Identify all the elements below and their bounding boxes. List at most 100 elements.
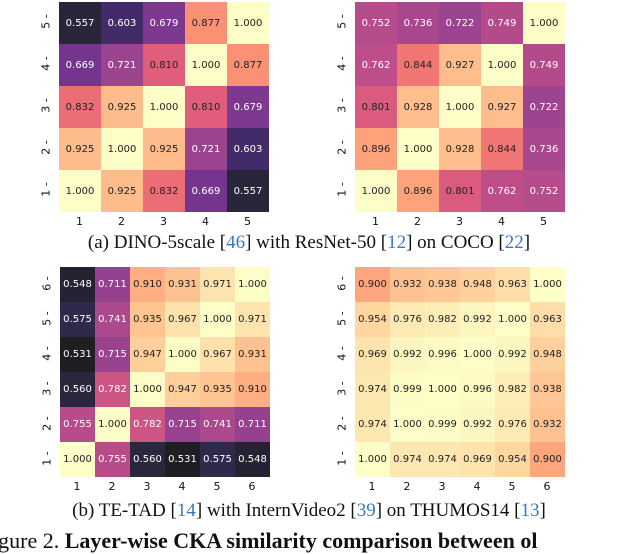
heatmap-cell: 0.810: [143, 44, 185, 86]
heatmap-cell: 0.715: [165, 407, 200, 442]
y-tick-label: 1 -: [39, 182, 53, 197]
heatmap-cell: 1.000: [101, 128, 143, 170]
heatmap-cell: 1.000: [165, 337, 200, 372]
heatmap-cell: 0.948: [530, 337, 565, 372]
heatmap-cell: 0.669: [59, 44, 101, 86]
heatmap-cell: 0.938: [530, 372, 565, 407]
heatmap-cell: 0.741: [200, 407, 235, 442]
heatmap-cell: 1.000: [130, 372, 165, 407]
y-tick-label: 2 -: [40, 415, 54, 431]
caption-text: ] on THUMOS14 [: [375, 500, 521, 521]
heatmap-cell: 0.947: [130, 337, 165, 372]
heatmap-cell: 0.711: [235, 407, 270, 442]
heatmap-cell: 0.749: [523, 44, 565, 86]
heatmap-cell: 0.974: [390, 442, 425, 477]
heatmap-cell: 0.603: [101, 2, 143, 44]
heatmap-cell: 0.954: [355, 302, 390, 337]
heatmap-cell: 0.963: [530, 302, 565, 337]
heatmap-cell: 1.000: [481, 44, 523, 86]
heatmap-cell: 0.900: [530, 442, 565, 477]
heatmap-cell: 1.000: [355, 442, 390, 477]
heatmap-cell: 0.969: [460, 442, 495, 477]
heatmap-cell: 0.900: [355, 267, 390, 302]
heatmap-cell: 1.000: [523, 2, 565, 44]
heatmap-cell: 0.762: [355, 44, 397, 86]
heatmap-cell: 0.974: [355, 372, 390, 407]
heatmap-cell: 1.000: [439, 86, 481, 128]
y-tick-label: 3 -: [40, 380, 54, 396]
heatmap-cell: 1.000: [227, 2, 269, 44]
heatmap-cell: 1.000: [460, 337, 495, 372]
x-tick-label: 3: [438, 480, 446, 493]
heatmap-cell: 0.741: [95, 302, 130, 337]
heatmap-cell: 0.999: [425, 407, 460, 442]
heatmap-cell: 0.931: [165, 267, 200, 302]
y-tick-label: 3 -: [335, 380, 349, 396]
y-tick-label: 2 -: [39, 140, 53, 155]
heatmap-cell: 0.910: [235, 372, 270, 407]
citation-link[interactable]: 13: [520, 500, 540, 521]
y-tick-label: 4 -: [335, 345, 349, 361]
y-tick-label: 2 -: [335, 415, 349, 431]
x-tick-label: 4: [498, 215, 505, 228]
heatmap-cell: 0.752: [523, 170, 565, 212]
heatmap-cell: 0.832: [143, 170, 185, 212]
x-tick-label: 4: [178, 480, 186, 493]
heatmap-cell: 0.721: [185, 128, 227, 170]
heatmap-cell: 0.560: [130, 442, 165, 477]
heatmap-cell: 0.928: [397, 86, 439, 128]
heatmap-cell: 0.948: [460, 267, 495, 302]
heatmap-cell: 0.992: [390, 337, 425, 372]
caption-text: (a) DINO-5scale [: [87, 232, 227, 253]
x-tick-label: 3: [456, 215, 463, 228]
citation-link[interactable]: 14: [176, 500, 196, 521]
heatmap-cell: 1.000: [185, 44, 227, 86]
caption-text: ]: [523, 232, 531, 253]
heatmap-cell: 0.927: [439, 44, 481, 86]
heatmap-cell: 0.679: [227, 86, 269, 128]
heatmap-cell: 0.832: [59, 86, 101, 128]
heatmap-cell: 0.844: [397, 44, 439, 86]
citation-link[interactable]: 46: [226, 232, 246, 253]
figure-label: igure 2.: [0, 528, 60, 553]
x-tick-label: 1: [368, 480, 376, 493]
heatmap-cell: 0.954: [495, 442, 530, 477]
heatmap-cell: 0.969: [355, 337, 390, 372]
heatmap-cell: 0.932: [390, 267, 425, 302]
caption-text: ] on COCO [: [406, 232, 505, 253]
heatmap-cell: 0.963: [495, 267, 530, 302]
heatmap-cell: 0.935: [200, 372, 235, 407]
heatmap-cell: 1.000: [397, 128, 439, 170]
y-tick-label: 6 -: [40, 275, 54, 291]
caption-text: (b) TE-TAD [: [72, 500, 177, 521]
x-tick-label: 1: [76, 215, 83, 228]
subcaption-b: (b) TE-TAD [14] with InternVideo2 [39] o…: [0, 500, 618, 522]
heatmap-cell: 0.575: [60, 302, 95, 337]
heatmap-cell: 1.000: [235, 267, 270, 302]
heatmap-cell: 0.755: [60, 407, 95, 442]
x-tick-label: 5: [508, 480, 516, 493]
figure-caption: igure 2. Layer-wise CKA similarity compa…: [0, 528, 537, 554]
heatmap-cell: 0.982: [425, 302, 460, 337]
heatmap-cell: 0.762: [481, 170, 523, 212]
x-tick-label: 4: [202, 215, 209, 228]
heatmap-cell: 1.000: [143, 86, 185, 128]
heatmap-cell: 0.721: [101, 44, 143, 86]
heatmap-cell: 0.722: [439, 2, 481, 44]
heatmap-cell: 0.982: [495, 372, 530, 407]
heatmap-cell: 0.548: [60, 267, 95, 302]
heatmap-cell: 1.000: [355, 170, 397, 212]
citation-link[interactable]: 39: [356, 500, 376, 521]
heatmap-cell: 0.679: [143, 2, 185, 44]
x-tick-label: 2: [108, 480, 116, 493]
heatmap-cell: 0.736: [523, 128, 565, 170]
citation-link[interactable]: 22: [504, 232, 524, 253]
heatmap-cell: 0.715: [95, 337, 130, 372]
citation-link[interactable]: 12: [387, 232, 407, 253]
heatmap-cell: 0.736: [397, 2, 439, 44]
heatmap-cell: 0.801: [439, 170, 481, 212]
heatmap-cell: 1.000: [390, 407, 425, 442]
heatmap-cell: 0.999: [390, 372, 425, 407]
heatmap-cell: 0.531: [165, 442, 200, 477]
heatmap-cell: 0.947: [165, 372, 200, 407]
